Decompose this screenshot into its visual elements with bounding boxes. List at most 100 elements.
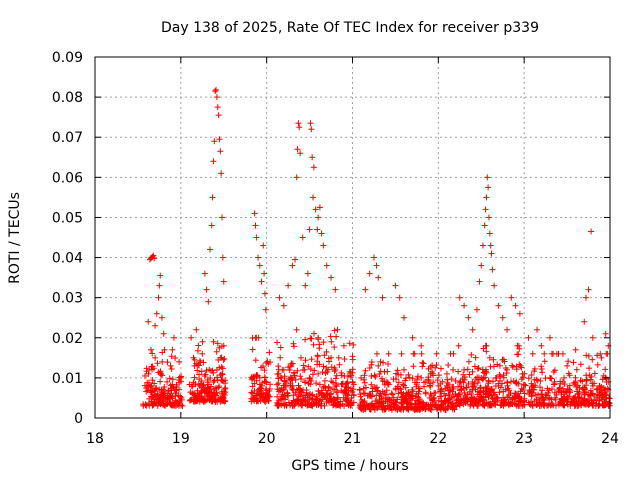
roti-point [393, 376, 400, 383]
roti-point [316, 341, 323, 348]
roti-point [275, 363, 282, 370]
roti-point [350, 386, 357, 393]
roti-point [433, 402, 440, 409]
roti-point [302, 401, 309, 408]
roti-point [265, 397, 272, 404]
roti-point [512, 379, 519, 386]
roti-point [207, 375, 214, 382]
roti-point [316, 381, 323, 388]
roti-point [516, 402, 523, 409]
roti-point [327, 333, 334, 340]
roti-point [332, 375, 339, 382]
roti-point [266, 349, 273, 356]
roti-point [392, 386, 399, 393]
roti-point [187, 389, 194, 396]
roti-point [514, 351, 521, 358]
roti-point [210, 369, 217, 376]
roti-point [326, 399, 333, 406]
roti-point [497, 402, 504, 409]
roti-point [464, 396, 471, 403]
roti-point [500, 374, 507, 381]
roti-point [348, 394, 355, 401]
roti-point [448, 376, 455, 383]
roti-point [350, 391, 357, 398]
roti-point [470, 402, 477, 409]
roti-point [149, 363, 156, 370]
roti-point [328, 354, 335, 361]
roti-point [373, 384, 380, 391]
roti-point [338, 372, 345, 379]
roti-point [307, 381, 314, 388]
roti-point [221, 355, 228, 362]
roti-point [516, 395, 523, 402]
roti-point [334, 394, 341, 401]
roti-point [350, 341, 357, 348]
roti-point [505, 391, 512, 398]
roti-point [252, 357, 259, 364]
roti-point [178, 394, 185, 401]
roti-point [322, 391, 329, 398]
roti-point [199, 338, 206, 345]
roti-point [283, 401, 290, 408]
roti-point [217, 372, 224, 379]
roti-point [509, 362, 516, 369]
roti-point [383, 387, 390, 394]
roti-point [390, 394, 397, 401]
roti-point [168, 366, 175, 373]
roti-point [383, 391, 390, 398]
roti-point [280, 382, 287, 389]
roti-point [302, 357, 309, 364]
roti-point [455, 368, 462, 375]
roti-point [323, 364, 330, 371]
roti-point [283, 379, 290, 386]
roti-point [395, 371, 402, 378]
roti-point [261, 367, 268, 374]
roti-point [317, 396, 324, 403]
roti-point [456, 387, 463, 394]
roti-point [509, 395, 516, 402]
roti-point [445, 362, 452, 369]
grid [95, 57, 610, 418]
roti-point [275, 400, 282, 407]
roti-point [413, 383, 420, 390]
roti-point [395, 385, 402, 392]
roti-point [446, 403, 453, 410]
roti-point [464, 391, 471, 398]
roti-point [436, 388, 443, 395]
roti-point [206, 366, 213, 373]
roti-point [187, 396, 194, 403]
roti-point [341, 356, 348, 363]
roti-point [485, 377, 492, 384]
roti-point [428, 403, 435, 410]
roti-point [422, 389, 429, 396]
roti-point [380, 359, 387, 366]
roti-point [416, 396, 423, 403]
roti-point [414, 373, 421, 380]
roti-point [433, 350, 440, 357]
x-tick-label: 23 [515, 431, 533, 447]
roti-point [169, 346, 176, 353]
roti-point [312, 396, 319, 403]
roti-point [480, 401, 487, 408]
roti-point [345, 392, 352, 399]
roti-point [275, 380, 282, 387]
roti-point [321, 377, 328, 384]
roti-point [377, 368, 384, 375]
y-tick-label: 0.04 [52, 251, 83, 267]
roti-point [331, 344, 338, 351]
roti-point [435, 372, 442, 379]
roti-point [402, 375, 409, 382]
roti-point [147, 346, 154, 353]
roti-point [196, 376, 203, 383]
roti-point [492, 397, 499, 404]
roti-point [284, 390, 291, 397]
roti-point [250, 374, 257, 381]
roti-point [377, 358, 384, 365]
roti-point [145, 400, 152, 407]
roti-point [368, 372, 375, 379]
roti-point [313, 380, 320, 387]
roti-point [446, 395, 453, 402]
roti-point [334, 389, 341, 396]
roti-point [200, 398, 207, 405]
roti-point [460, 385, 467, 392]
